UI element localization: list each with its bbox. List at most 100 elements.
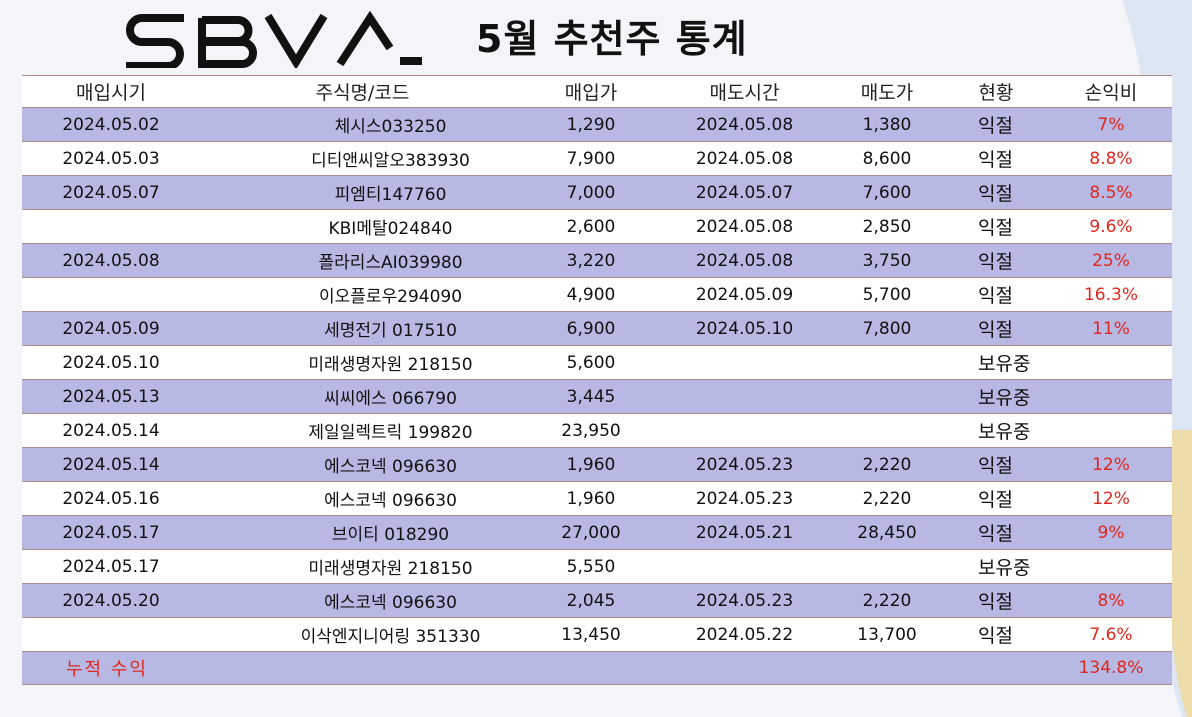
cell-buy-price: 1,290 — [525, 107, 657, 142]
cell-buy-price: 27,000 — [525, 515, 657, 550]
cell-buy-date: 2024.05.02 — [22, 107, 200, 142]
cell-buy-price: 6,900 — [525, 311, 657, 346]
cell-stock-name: 에스코넥 096630 — [200, 481, 525, 516]
cell-buy-price: 5,600 — [525, 345, 657, 380]
cell-sell-price: 7,600 — [832, 175, 942, 210]
cell-status: 익절 — [942, 583, 1050, 618]
cell-buy-price: 7,900 — [525, 141, 657, 176]
table-row: 2024.05.08 폴라리스AI039980 3,220 2024.05.08 3,7… — [22, 243, 1172, 278]
cell-buy-date: 2024.05.14 — [22, 413, 200, 448]
cell-sell-date — [657, 549, 832, 584]
total-value: 134.8% — [1050, 651, 1172, 685]
cell-stock-name: 체시스033250 — [200, 107, 525, 142]
cell-stock-name: 이삭엔지니어링 351330 — [200, 617, 525, 652]
cell-sell-price: 2,850 — [832, 209, 942, 244]
table-row: 2024.05.17 미래생명자원 218150 5,550 보유중 — [22, 549, 1172, 584]
table-row: 2024.05.14 에스코넥 096630 1,960 2024.05.23 2,22… — [22, 447, 1172, 482]
cell-buy-price: 5,550 — [525, 549, 657, 584]
cell-profit-ratio — [1050, 379, 1172, 414]
total-row: 누적 수익 134.8% — [22, 651, 1172, 685]
table-row: 이삭엔지니어링 351330 13,450 2024.05.22 13,700 익절 7.… — [22, 617, 1172, 652]
cell-sell-price — [832, 345, 942, 380]
cell-profit-ratio: 8.5% — [1050, 175, 1172, 210]
cell-profit-ratio: 11% — [1050, 311, 1172, 346]
total-label: 누적 수익 — [22, 651, 1050, 685]
cell-status: 익절 — [942, 243, 1050, 278]
table-row: 2024.05.17 브이티 018290 27,000 2024.05.21 28,4… — [22, 515, 1172, 550]
cell-buy-price: 23,950 — [525, 413, 657, 448]
cell-profit-ratio: 9.6% — [1050, 209, 1172, 244]
cell-sell-price: 5,700 — [832, 277, 942, 312]
table-row: 2024.05.10 미래생명자원 218150 5,600 보유중 — [22, 345, 1172, 380]
cell-buy-date: 2024.05.14 — [22, 447, 200, 482]
cell-buy-price: 2,045 — [525, 583, 657, 618]
cell-sell-date: 2024.05.07 — [657, 175, 832, 210]
table-row: 2024.05.14 제일일렉트릭 199820 23,950 보유중 — [22, 413, 1172, 448]
table-row: 2024.05.03 디티앤씨알오383930 7,900 2024.05.08 8,6… — [22, 141, 1172, 176]
cell-sell-date: 2024.05.23 — [657, 481, 832, 516]
cell-buy-price: 13,450 — [525, 617, 657, 652]
cell-sell-price: 28,450 — [832, 515, 942, 550]
cell-buy-date — [22, 617, 200, 652]
recommendation-table: 매입시기 주식명/코드 매입가 매도시간 매도가 현황 손익비 2024.05.… — [22, 75, 1172, 685]
table-row: 2024.05.07 피엠티147760 7,000 2024.05.07 7,600 익… — [22, 175, 1172, 210]
cell-status: 보유중 — [942, 413, 1050, 448]
cell-status: 보유중 — [942, 549, 1050, 584]
header-buy-price: 매입가 — [525, 75, 657, 108]
cell-buy-date: 2024.05.09 — [22, 311, 200, 346]
header-sell-date: 매도시간 — [657, 75, 832, 108]
cell-stock-name: 제일일렉트릭 199820 — [200, 413, 525, 448]
cell-buy-price: 3,445 — [525, 379, 657, 414]
cell-profit-ratio: 7% — [1050, 107, 1172, 142]
cell-sell-date: 2024.05.10 — [657, 311, 832, 346]
table-row: 2024.05.09 세명전기 017510 6,900 2024.05.10 7,80… — [22, 311, 1172, 346]
header-buy-date: 매입시기 — [22, 75, 200, 108]
cell-profit-ratio: 16.3% — [1050, 277, 1172, 312]
cell-buy-date: 2024.05.10 — [22, 345, 200, 380]
cell-status: 익절 — [942, 617, 1050, 652]
cell-sell-price — [832, 379, 942, 414]
cell-sell-date: 2024.05.23 — [657, 447, 832, 482]
table-row: 2024.05.16 에스코넥 096630 1,960 2024.05.23 2,22… — [22, 481, 1172, 516]
cell-buy-price: 2,600 — [525, 209, 657, 244]
cell-status: 익절 — [942, 141, 1050, 176]
cell-sell-price: 13,700 — [832, 617, 942, 652]
cell-sell-date: 2024.05.21 — [657, 515, 832, 550]
cell-stock-name: 에스코넥 096630 — [200, 583, 525, 618]
cell-stock-name: 에스코넥 096630 — [200, 447, 525, 482]
cell-status: 익절 — [942, 515, 1050, 550]
cell-buy-date: 2024.05.07 — [22, 175, 200, 210]
cell-status: 익절 — [942, 481, 1050, 516]
cell-sell-date: 2024.05.09 — [657, 277, 832, 312]
cell-sell-date: 2024.05.08 — [657, 243, 832, 278]
cell-profit-ratio: 12% — [1050, 481, 1172, 516]
cell-buy-date: 2024.05.17 — [22, 515, 200, 550]
cell-status: 익절 — [942, 447, 1050, 482]
cell-profit-ratio: 7.6% — [1050, 617, 1172, 652]
cell-status: 익절 — [942, 107, 1050, 142]
cell-sell-price: 2,220 — [832, 481, 942, 516]
header-status: 현황 — [942, 75, 1050, 108]
header-profit-ratio: 손익비 — [1050, 75, 1172, 108]
cell-sell-price: 7,800 — [832, 311, 942, 346]
cell-sell-date: 2024.05.08 — [657, 141, 832, 176]
cell-status: 보유중 — [942, 379, 1050, 414]
cell-buy-date: 2024.05.20 — [22, 583, 200, 618]
cell-stock-name: 이오플로우294090 — [200, 277, 525, 312]
cell-buy-price: 1,960 — [525, 447, 657, 482]
cell-profit-ratio: 8.8% — [1050, 141, 1172, 176]
cell-sell-price: 1,380 — [832, 107, 942, 142]
cell-buy-date: 2024.05.03 — [22, 141, 200, 176]
cell-buy-date: 2024.05.08 — [22, 243, 200, 278]
cell-stock-name: 폴라리스AI039980 — [200, 243, 525, 278]
cell-buy-date: 2024.05.17 — [22, 549, 200, 584]
table-row: 2024.05.20 에스코넥 096630 2,045 2024.05.23 2,22… — [22, 583, 1172, 618]
table-row: 2024.05.02 체시스033250 1,290 2024.05.08 1,380 익… — [22, 107, 1172, 142]
cell-sell-date: 2024.05.08 — [657, 209, 832, 244]
cell-profit-ratio: 25% — [1050, 243, 1172, 278]
cell-status: 보유중 — [942, 345, 1050, 380]
cell-buy-price: 3,220 — [525, 243, 657, 278]
cell-stock-name: 피엠티147760 — [200, 175, 525, 210]
cell-profit-ratio — [1050, 549, 1172, 584]
cell-sell-price — [832, 549, 942, 584]
